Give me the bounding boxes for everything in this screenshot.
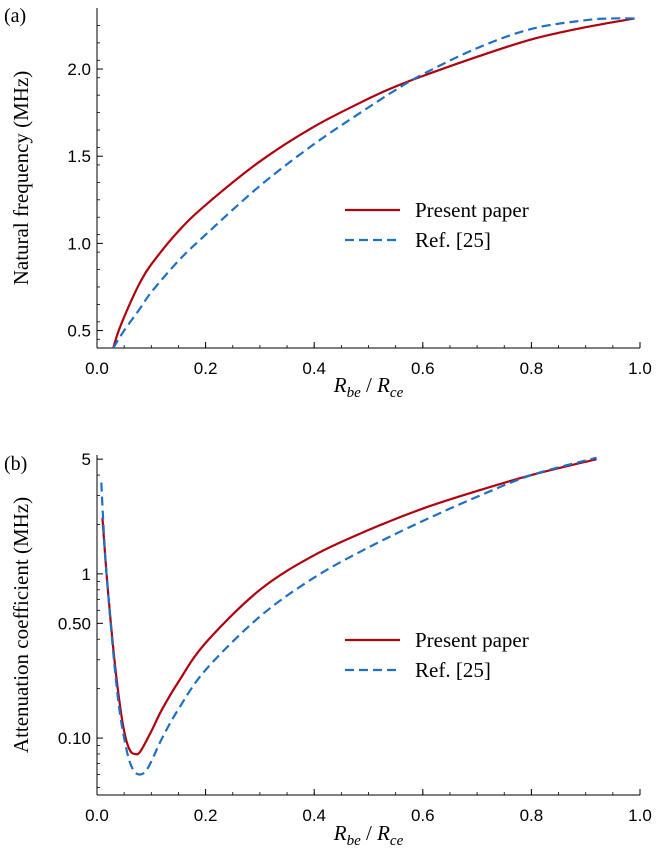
y-tick-label: 1.5	[67, 147, 91, 166]
x-axis-title-part: R	[376, 373, 390, 397]
legend-label: Present paper	[415, 198, 529, 222]
x-tick-label: 1.0	[628, 806, 652, 825]
x-axis-title-part: be	[347, 833, 362, 849]
x-axis-title-part: ce	[390, 833, 404, 849]
y-tick-label: 2.0	[67, 60, 91, 79]
y-tick-label: 0.5	[67, 322, 91, 341]
x-axis-title-part: R	[376, 821, 390, 845]
legend-label: Ref. [25]	[415, 228, 491, 252]
x-tick-label: 0.6	[411, 359, 435, 378]
x-axis-title-part: R	[333, 821, 347, 845]
x-tick-label: 0.2	[194, 806, 218, 825]
x-axis-title-part: /	[361, 373, 377, 397]
x-axis-title-part: be	[347, 385, 362, 401]
x-tick-label: 0.0	[85, 806, 109, 825]
x-tick-label: 0.8	[520, 806, 544, 825]
x-tick-label: 0.8	[520, 359, 544, 378]
panel-label: (b)	[4, 453, 27, 475]
chart-panel-1: (a) 0.0 0.2 0.4 0.6 0.8 1.0 0.5 1.0 1.5 2.0 Natural…	[4, 5, 652, 401]
series-line-ref-25	[100, 456, 597, 776]
panel-label: (a)	[4, 5, 26, 27]
x-tick-label: 0.4	[302, 359, 326, 378]
x-tick-label: 0.0	[85, 359, 109, 378]
y-tick-label: 0.10	[58, 729, 91, 748]
legend-label: Present paper	[415, 628, 529, 652]
series-line-present-paper	[112, 17, 635, 348]
legend-label: Ref. [25]	[415, 658, 491, 682]
x-axis-title-part: /	[361, 821, 377, 845]
series-line-present-paper	[101, 458, 597, 756]
y-tick-label: 1	[82, 565, 91, 584]
y-axis-title: Natural frequency (MHz)	[9, 71, 33, 286]
series-line-ref-25	[112, 17, 635, 348]
chart-panel-2: (b) 0.0 0.2 0.4 0.6 0.8 1.0 0.10 0.50 1 5 Attenuati…	[4, 450, 652, 849]
x-tick-label: 0.4	[302, 806, 326, 825]
x-axis-title-part: R	[333, 373, 347, 397]
x-axis-title-part: ce	[390, 385, 404, 401]
y-tick-label: 0.50	[58, 614, 91, 633]
x-axis-title: Rbe / Rce	[333, 821, 404, 849]
y-tick-label: 1.0	[67, 234, 91, 253]
x-tick-label: 0.6	[411, 806, 435, 825]
x-tick-label: 0.2	[194, 359, 218, 378]
y-axis-title: Attenuation coefficient (MHz)	[9, 497, 33, 753]
y-tick-label: 5	[82, 450, 91, 469]
x-tick-label: 1.0	[628, 359, 652, 378]
x-axis-title: Rbe / Rce	[333, 373, 404, 401]
